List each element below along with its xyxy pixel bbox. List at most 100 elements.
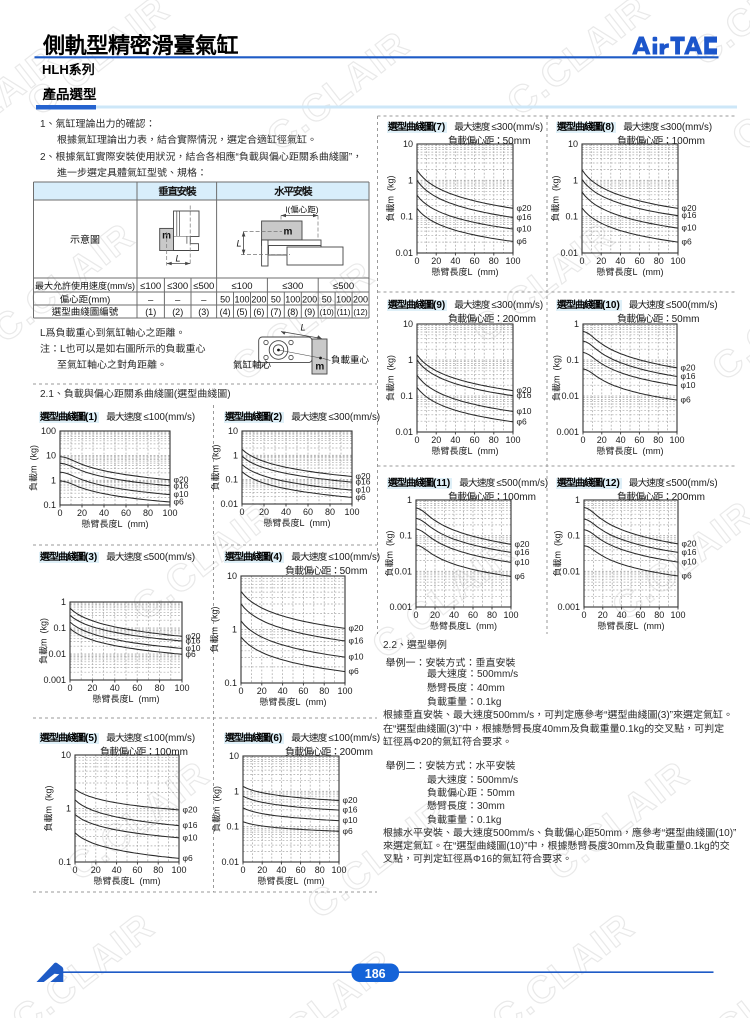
svg-text:φ10: φ10 (343, 815, 358, 825)
svg-text:≤500: ≤500 (333, 281, 354, 292)
svg-text:0.01: 0.01 (561, 391, 579, 401)
svg-text:200: 200 (353, 294, 368, 304)
svg-text:懸臂長度L (mm): 懸臂長度L (mm) (82, 519, 149, 529)
svg-text:0.001: 0.001 (556, 427, 579, 437)
svg-text:負載m (kg): 負載m (kg) (210, 606, 220, 652)
svg-text:示意圖: 示意圖 (70, 234, 100, 246)
svg-text:100: 100 (174, 683, 189, 693)
svg-text:垂直安裝: 垂直安裝 (158, 185, 197, 198)
svg-text:≤500: ≤500 (193, 281, 214, 292)
svg-text:80: 80 (153, 865, 163, 875)
svg-text:≤100: ≤100 (140, 281, 161, 292)
svg-text:40: 40 (615, 256, 625, 266)
svg-text:(8): (8) (287, 307, 298, 317)
svg-text:φ20: φ20 (517, 385, 532, 395)
svg-text:φ10: φ10 (349, 652, 364, 662)
svg-text:1: 1 (232, 625, 237, 635)
svg-text:100: 100 (41, 426, 56, 436)
svg-text:φ10: φ10 (682, 223, 697, 233)
svg-text:懸臂長度L (mm): 懸臂長度L (mm) (597, 267, 664, 277)
svg-text:80: 80 (487, 610, 497, 620)
svg-text:φ16: φ16 (343, 805, 358, 815)
svg-text:1: 1 (573, 175, 578, 185)
svg-text:(7): (7) (270, 307, 281, 317)
svg-text:0.1: 0.1 (225, 475, 238, 485)
svg-text:100: 100 (670, 610, 685, 620)
svg-text:φ6: φ6 (343, 826, 354, 836)
svg-text:80: 80 (489, 256, 499, 266)
svg-text:φ10: φ10 (183, 832, 198, 842)
svg-text:20: 20 (430, 610, 440, 620)
svg-text:100: 100 (162, 508, 177, 518)
svg-text:≤300: ≤300 (167, 281, 188, 292)
svg-text:(4): (4) (220, 307, 231, 317)
svg-text:φ20: φ20 (356, 471, 371, 481)
svg-text:0: 0 (413, 610, 418, 620)
svg-text:60: 60 (132, 683, 142, 693)
svg-text:φ20: φ20 (186, 631, 201, 641)
svg-text:10: 10 (403, 139, 413, 149)
svg-text:40: 40 (278, 686, 288, 696)
svg-text:負載m (kg): 負載m (kg) (386, 355, 396, 401)
svg-text:80: 80 (653, 435, 663, 445)
svg-text:φ10: φ10 (682, 557, 697, 567)
svg-text:40: 40 (450, 435, 460, 445)
svg-text:0.01: 0.01 (220, 499, 238, 509)
svg-text:0.01: 0.01 (560, 248, 578, 258)
svg-text:(6): (6) (253, 307, 264, 317)
svg-text:L: L (175, 254, 180, 264)
svg-text:φ6: φ6 (682, 237, 693, 247)
svg-text:100: 100 (234, 294, 249, 304)
svg-text:100: 100 (503, 610, 518, 620)
svg-text:≤300: ≤300 (282, 281, 303, 292)
svg-text:L: L (300, 323, 305, 333)
svg-text:40: 40 (110, 683, 120, 693)
svg-text:0: 0 (238, 686, 243, 696)
svg-text:0.01: 0.01 (48, 649, 66, 659)
svg-text:(5): (5) (237, 307, 248, 317)
svg-text:0.01: 0.01 (395, 427, 413, 437)
svg-text:80: 80 (143, 508, 153, 518)
svg-text:20: 20 (87, 683, 97, 693)
svg-text:60: 60 (132, 865, 142, 875)
svg-text:40: 40 (276, 865, 286, 875)
svg-text:60: 60 (470, 435, 480, 445)
svg-text:1: 1 (61, 597, 66, 607)
svg-text:負載m (kg): 負載m (kg) (39, 618, 49, 664)
svg-text:φ16: φ16 (682, 547, 697, 557)
svg-text:0.1: 0.1 (565, 212, 578, 222)
svg-text:φ6: φ6 (682, 571, 693, 581)
svg-text:0: 0 (579, 256, 584, 266)
svg-text:100: 100 (336, 294, 351, 304)
svg-text:(10): (10) (320, 308, 335, 317)
svg-text:φ16: φ16 (682, 210, 697, 220)
svg-text:φ20: φ20 (515, 539, 530, 549)
svg-text:(12): (12) (353, 308, 368, 317)
svg-text:50: 50 (322, 294, 332, 304)
svg-text:l(偏心距): l(偏心距) (285, 205, 318, 215)
svg-text:φ10: φ10 (517, 406, 532, 416)
svg-text:1: 1 (66, 804, 71, 814)
svg-text:20: 20 (598, 610, 608, 620)
svg-text:≤100: ≤100 (231, 281, 252, 292)
svg-text:懸臂長度L (mm): 懸臂長度L (mm) (598, 621, 665, 631)
svg-text:0.01: 0.01 (562, 566, 580, 576)
svg-text:50: 50 (220, 294, 230, 304)
svg-text:負載m (kg): 負載m (kg) (212, 786, 222, 832)
svg-text:偏心距(mm): 偏心距(mm) (60, 294, 111, 305)
svg-text:60: 60 (298, 686, 308, 696)
svg-text:100: 100 (670, 256, 685, 266)
svg-text:0.1: 0.1 (400, 212, 413, 222)
svg-text:(9): (9) (304, 307, 315, 317)
svg-text:0.1: 0.1 (567, 531, 580, 541)
svg-text:10: 10 (46, 451, 56, 461)
svg-text:–: – (175, 294, 181, 305)
svg-text:負載m (kg): 負載m (kg) (552, 355, 562, 401)
svg-text:0.001: 0.001 (557, 602, 580, 612)
svg-text:10: 10 (228, 426, 238, 436)
svg-text:φ6: φ6 (174, 497, 185, 507)
svg-text:φ6: φ6 (517, 416, 528, 426)
svg-text:0: 0 (414, 256, 419, 266)
svg-text:1: 1 (408, 175, 413, 185)
svg-text:0.1: 0.1 (400, 391, 413, 401)
